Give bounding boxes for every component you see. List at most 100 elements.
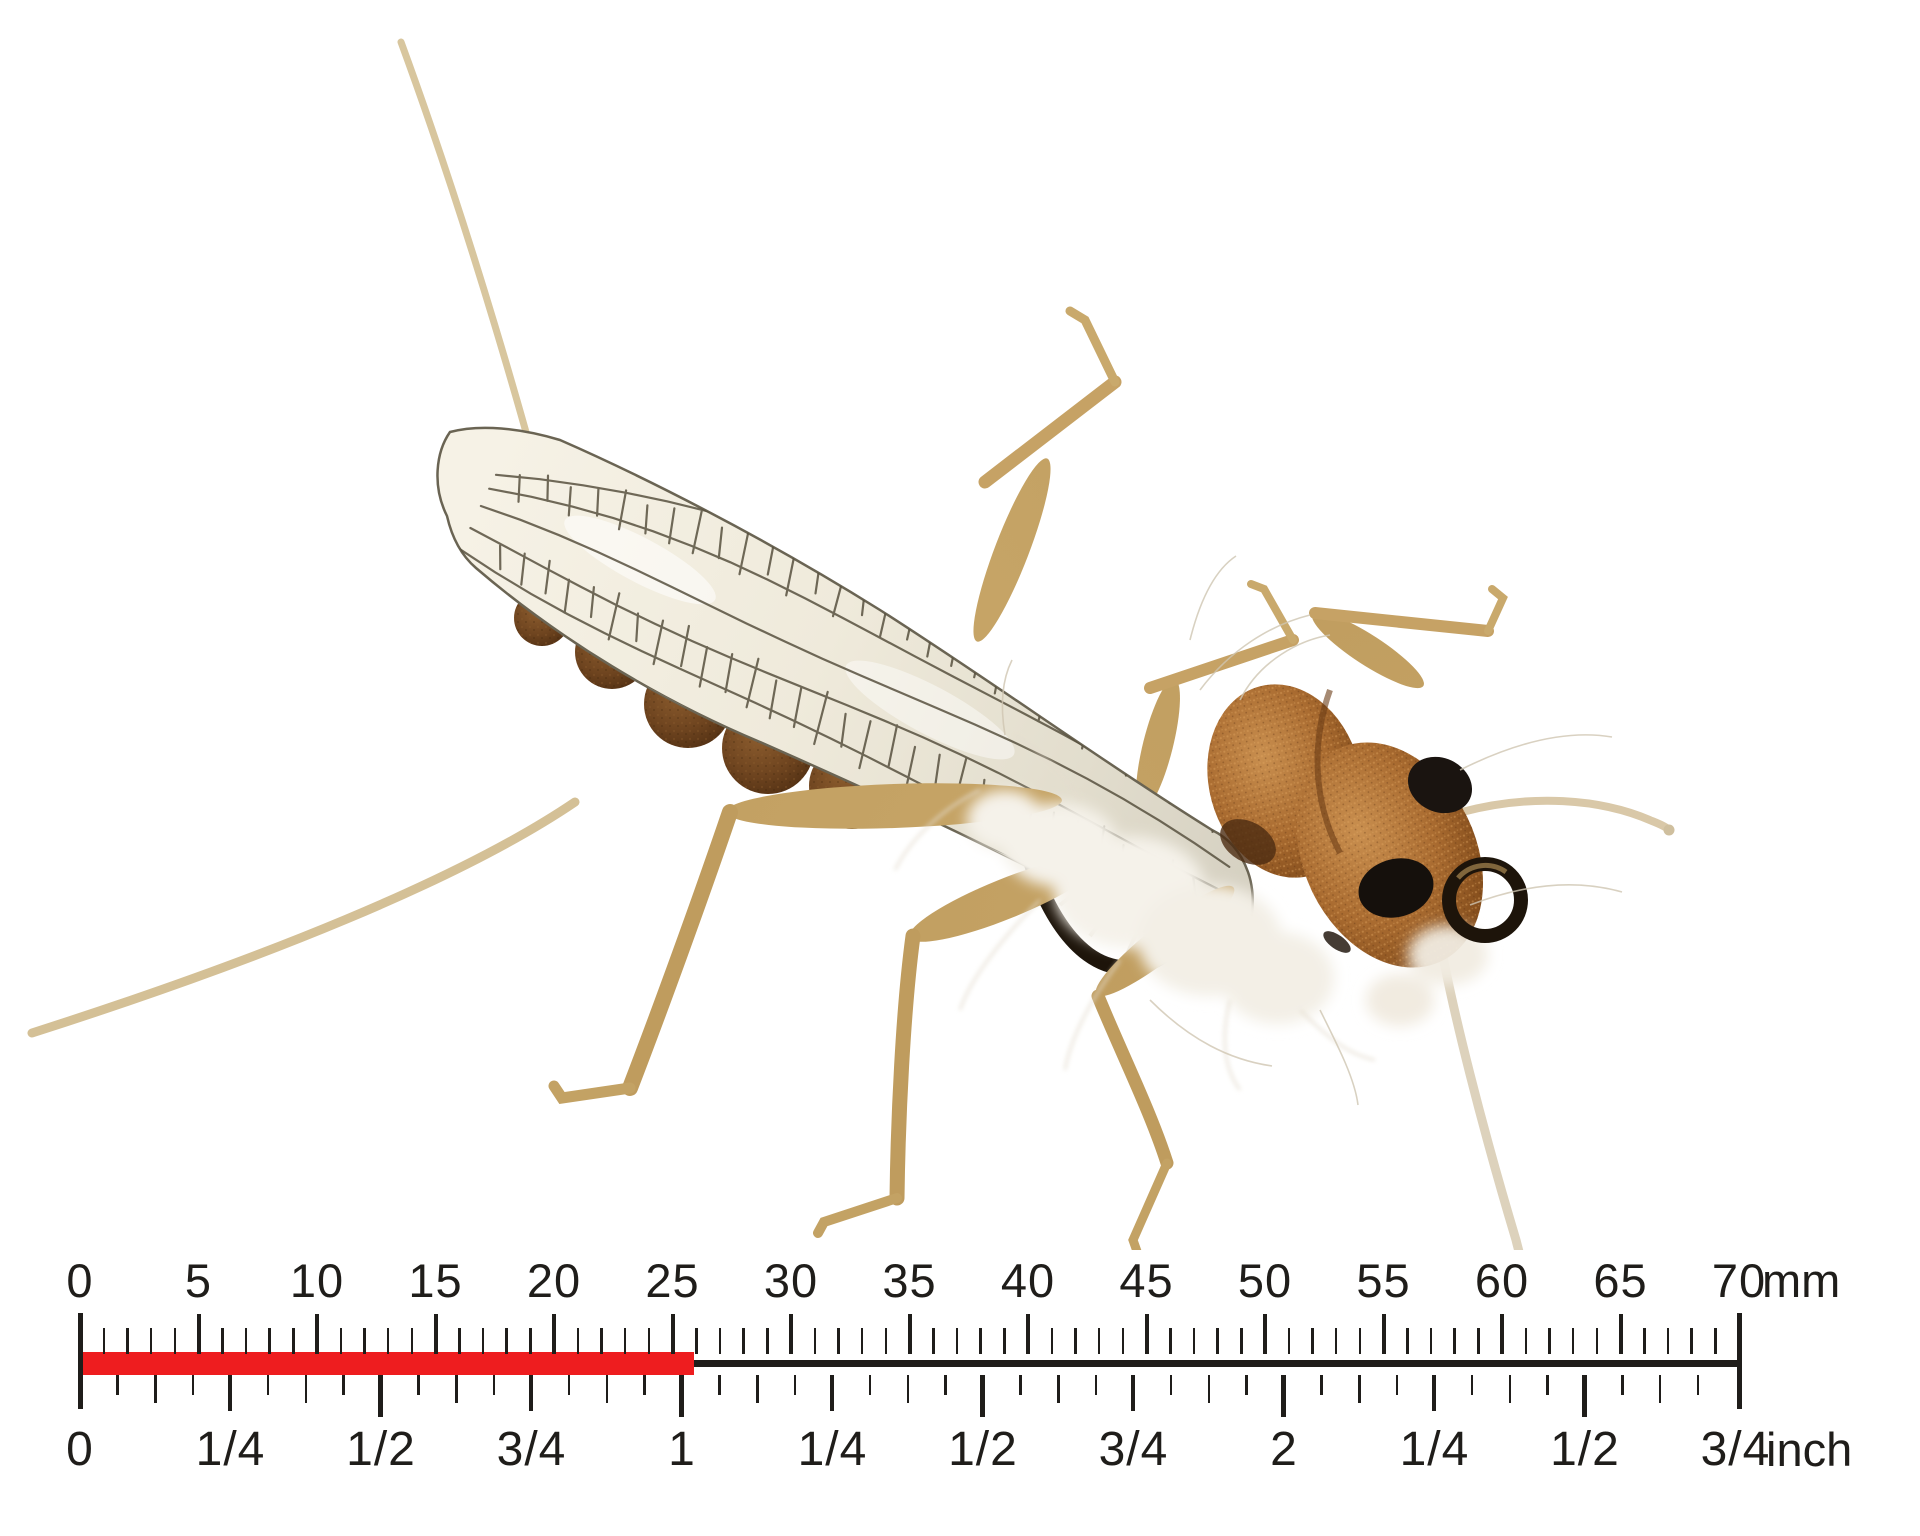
inch-sixteenth-tick (1019, 1375, 1022, 1395)
mm-scale-label: 45 (1119, 1254, 1174, 1307)
mm-major-tick (1026, 1314, 1030, 1354)
mm-minor-tick (600, 1328, 603, 1354)
mm-minor-tick (1097, 1328, 1101, 1354)
inch-scale-label: 3/4 (1700, 1423, 1771, 1476)
mm-scale-label: 0 (66, 1254, 94, 1307)
inch-scale-label: 1/2 (346, 1423, 416, 1476)
mm-scale-label: 10 (289, 1254, 345, 1307)
mm-minor-tick (1453, 1328, 1456, 1354)
mm-major-tick (1144, 1314, 1149, 1354)
mm-minor-tick (955, 1328, 959, 1354)
inch-sixteenth-tick (1094, 1375, 1098, 1395)
mm-minor-tick (102, 1328, 105, 1354)
mm-scale-label: 35 (882, 1254, 937, 1307)
mm-scale-label: 20 (526, 1254, 582, 1307)
mm-major-tick (433, 1314, 438, 1354)
inch-sixteenth-tick (492, 1375, 496, 1395)
mm-minor-tick (837, 1328, 840, 1354)
mm-major-tick (1263, 1314, 1267, 1354)
inch-sixteenth-tick (1696, 1375, 1700, 1395)
right-middle-leg (1136, 580, 1299, 812)
right-front-leg (1309, 585, 1508, 689)
mm-scale-label: 30 (763, 1254, 819, 1307)
inch-sixteenth-tick (191, 1375, 195, 1395)
mm-scale-label: 40 (1000, 1254, 1056, 1307)
inch-eighth-tick (756, 1375, 759, 1403)
inch-sixteenth-tick (1546, 1375, 1549, 1395)
mm-minor-tick (1595, 1328, 1599, 1354)
mm-minor-tick (1287, 1328, 1290, 1354)
inch-scale-label: 1/2 (1550, 1423, 1620, 1476)
mm-scale-label: 55 (1356, 1254, 1411, 1307)
mm-minor-tick (173, 1328, 177, 1354)
chin-mark (1323, 931, 1351, 953)
mm-major-tick (315, 1314, 319, 1354)
ruler-baseline (78, 1360, 1741, 1367)
mm-minor-tick (1311, 1328, 1314, 1354)
mm-minor-tick (505, 1328, 508, 1354)
mm-minor-tick (695, 1328, 698, 1354)
inch-sixteenth-tick (342, 1375, 345, 1395)
mm-minor-tick (481, 1328, 485, 1354)
mm-scale-label: 15 (408, 1254, 463, 1307)
inch-half-tick (1281, 1375, 1287, 1417)
inch-quarter-tick (1432, 1375, 1437, 1411)
head-crease (1314, 688, 1343, 855)
mm-scale-label: 65 (1593, 1254, 1648, 1307)
inch-sixteenth-tick (718, 1375, 721, 1395)
inch-eighth-tick (1508, 1375, 1511, 1403)
mm-minor-tick (576, 1328, 579, 1354)
mm-minor-tick (1666, 1328, 1670, 1354)
mm-major-tick (670, 1314, 675, 1354)
mm-minor-tick (766, 1328, 769, 1354)
inch-scale-label: 3/4 (1098, 1423, 1169, 1476)
head-spot-lower (1358, 858, 1434, 918)
tail-filament-left (27, 797, 580, 1038)
mm-major-tick (907, 1314, 912, 1354)
mm-minor-tick (1334, 1328, 1338, 1354)
stonefly-lure-photo (27, 38, 1675, 1250)
mm-minor-tick (1690, 1328, 1693, 1354)
mm-minor-tick (221, 1328, 224, 1354)
mm-minor-tick (244, 1328, 248, 1354)
inch-scale-label: 3/4 (496, 1423, 567, 1476)
mm-minor-tick (1240, 1328, 1243, 1354)
inch-sixteenth-tick (417, 1375, 420, 1395)
inch-sixteenth-tick (116, 1375, 119, 1395)
inch-sixteenth-tick (567, 1375, 571, 1395)
inch-unit-label: inch (1766, 1423, 1853, 1476)
mm-minor-tick (1169, 1328, 1172, 1354)
mm-minor-tick (860, 1328, 864, 1354)
mm-minor-tick (932, 1328, 935, 1354)
yarn-dubbing (894, 734, 1376, 1091)
inch-sixteenth-tick (1395, 1375, 1399, 1395)
mm-minor-tick (1003, 1328, 1006, 1354)
mm-minor-tick (126, 1328, 129, 1354)
inch-quarter-tick (1131, 1375, 1136, 1411)
hook-eye (1442, 857, 1528, 943)
mm-minor-tick (1192, 1328, 1196, 1354)
inch-eighth-tick (906, 1375, 910, 1403)
mm-minor-tick (458, 1328, 461, 1354)
mm-minor-tick (742, 1328, 745, 1354)
mm-major-tick (1500, 1314, 1504, 1354)
inch-scale-label: 1 (668, 1423, 696, 1476)
mm-scale-label: 60 (1474, 1254, 1530, 1307)
ruler-end-tick (1736, 1313, 1742, 1409)
inch-eighth-tick (1207, 1375, 1210, 1403)
mm-minor-tick (647, 1328, 651, 1354)
mm-minor-tick (1714, 1328, 1717, 1354)
inch-half-tick (1582, 1375, 1588, 1417)
inch-sixteenth-tick (1169, 1375, 1173, 1395)
mm-minor-tick (979, 1328, 982, 1354)
mm-minor-tick (1121, 1328, 1125, 1354)
mm-scale-label: 50 (1237, 1254, 1293, 1307)
mm-scale-label: 70 (1711, 1254, 1767, 1307)
mm-minor-tick (813, 1328, 816, 1354)
inch-eighth-tick (304, 1375, 308, 1403)
antenna-tip (1663, 824, 1675, 836)
mm-major-tick (552, 1314, 556, 1354)
inch-eighth-tick (1057, 1375, 1060, 1403)
